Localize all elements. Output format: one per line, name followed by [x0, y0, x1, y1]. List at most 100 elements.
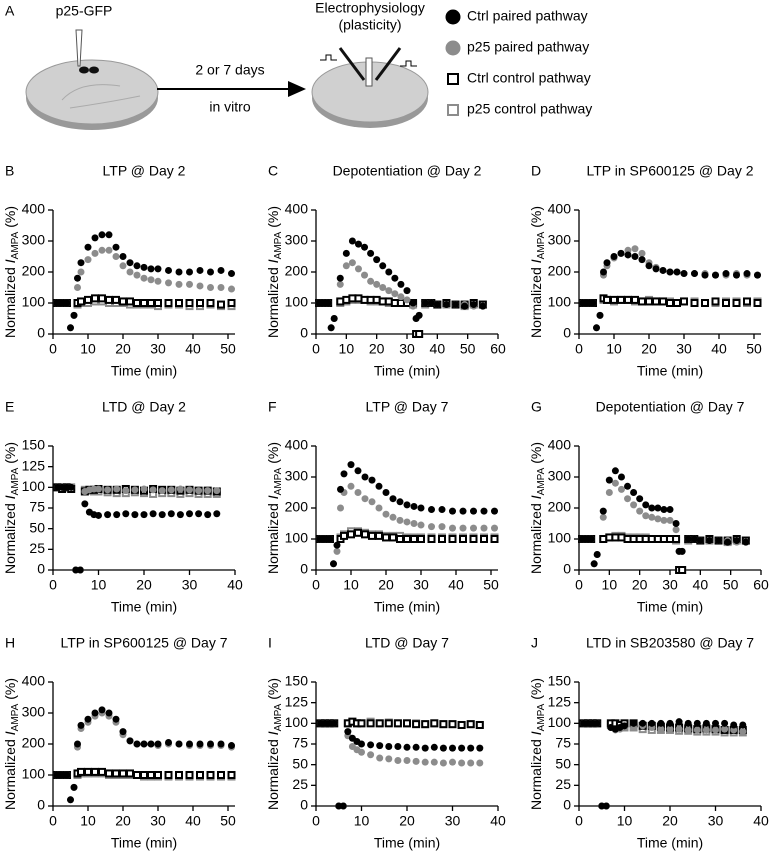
marker-square	[147, 299, 155, 307]
marker-circle	[593, 551, 601, 558]
marker-square	[77, 297, 85, 306]
marker-square	[475, 720, 484, 729]
marker-square	[361, 530, 369, 539]
marker-circle	[84, 243, 92, 251]
x-tick-label: 0	[575, 577, 583, 593]
marker-square	[375, 531, 383, 540]
x-tick-label: 40	[753, 813, 769, 829]
marker-circle	[754, 271, 761, 279]
marker-circle	[702, 726, 710, 734]
marker-circle	[596, 311, 604, 319]
chart-title: Depotentiation @ Day 2	[333, 163, 482, 179]
y-tick-label: 50	[29, 519, 45, 535]
marker-square	[340, 531, 348, 540]
marker-circle	[491, 524, 498, 532]
cell	[89, 66, 99, 74]
marker-circle	[105, 231, 113, 239]
marker-circle	[367, 741, 375, 749]
marker-circle	[126, 268, 134, 276]
y-axis-label: Normalized IAMPA (%)	[265, 206, 284, 338]
marker-circle	[147, 265, 155, 273]
marker-square	[652, 297, 660, 306]
marker-circle	[724, 538, 732, 546]
marker-circle	[367, 751, 375, 759]
y-tick-label: 0	[300, 797, 308, 813]
marker-circle	[175, 740, 183, 748]
marker-square	[403, 719, 411, 728]
marker-circle	[421, 758, 429, 766]
marker-circle	[403, 743, 411, 751]
x-tick-label: 30	[150, 341, 166, 357]
marker-circle	[470, 301, 478, 309]
y-tick-label: 100	[285, 714, 309, 730]
left-label: p25-GFP	[56, 3, 113, 19]
marker-circle	[739, 721, 747, 729]
marker-square	[711, 297, 720, 306]
marker-circle	[675, 718, 683, 726]
marker-circle	[672, 526, 680, 534]
marker-circle	[63, 299, 71, 307]
marker-circle	[74, 740, 81, 748]
panel-label: F	[268, 399, 277, 415]
y-tick-label: 50	[292, 755, 308, 771]
marker-circle	[391, 290, 399, 298]
marker-circle	[112, 253, 120, 260]
marker-circle	[693, 719, 701, 727]
marker-circle	[600, 268, 607, 276]
marker-square	[384, 719, 393, 728]
marker-circle	[186, 486, 193, 494]
marker-circle	[409, 299, 417, 307]
arrow-top: 2 or 7 days	[195, 62, 264, 78]
marker-circle	[621, 722, 628, 730]
marker-square	[480, 535, 488, 543]
marker-circle	[675, 725, 683, 733]
x-tick-label: 0	[49, 813, 57, 829]
marker-circle	[330, 560, 337, 568]
y-tick-label: 100	[22, 478, 46, 494]
marker-square	[196, 771, 204, 779]
marker-circle	[403, 296, 411, 304]
marker-circle	[379, 284, 387, 291]
marker-circle	[648, 504, 656, 512]
marker-circle	[396, 498, 404, 506]
panel-label: G	[531, 399, 542, 415]
y-axis-label: Normalized IAMPA (%)	[528, 678, 547, 810]
marker-square	[368, 531, 376, 540]
marker-square	[375, 719, 384, 728]
marker-circle	[84, 715, 92, 723]
marker-circle	[376, 742, 384, 750]
marker-circle	[167, 486, 175, 494]
marker-circle	[217, 284, 225, 291]
y-label-part: I	[528, 495, 544, 499]
marker-circle	[610, 253, 618, 260]
marker-square	[126, 769, 134, 778]
chart: C Depotentiation @ Day 2 Time (min) Normali…	[265, 163, 506, 379]
y-tick-label: 50	[555, 755, 571, 771]
y-label-part: Normalized	[265, 267, 281, 338]
marker-circle	[389, 513, 397, 521]
marker-circle	[342, 262, 350, 270]
x-tick-label: 40	[448, 577, 464, 593]
marker-circle	[344, 728, 352, 736]
panel-label: B	[5, 163, 14, 179]
marker-circle	[421, 299, 429, 307]
marker-circle	[131, 511, 139, 519]
marker-circle	[605, 489, 613, 496]
marker-square	[133, 299, 141, 307]
marker-circle	[678, 547, 686, 555]
marker-circle	[412, 757, 420, 765]
marker-square	[140, 771, 148, 779]
marker-circle	[373, 256, 381, 264]
x-tick-label: 20	[378, 577, 394, 593]
marker-circle	[63, 771, 71, 779]
marker-square	[421, 720, 430, 729]
marker-circle	[739, 728, 747, 736]
x-tick-label: 30	[445, 813, 461, 829]
legend-marker	[447, 73, 459, 85]
y-tick-label: 400	[22, 201, 46, 217]
x-tick-label: 0	[312, 813, 320, 829]
marker-square	[490, 535, 499, 543]
x-tick-label: 0	[312, 341, 320, 357]
x-tick-label: 30	[399, 341, 415, 357]
x-tick-label: 20	[399, 813, 415, 829]
